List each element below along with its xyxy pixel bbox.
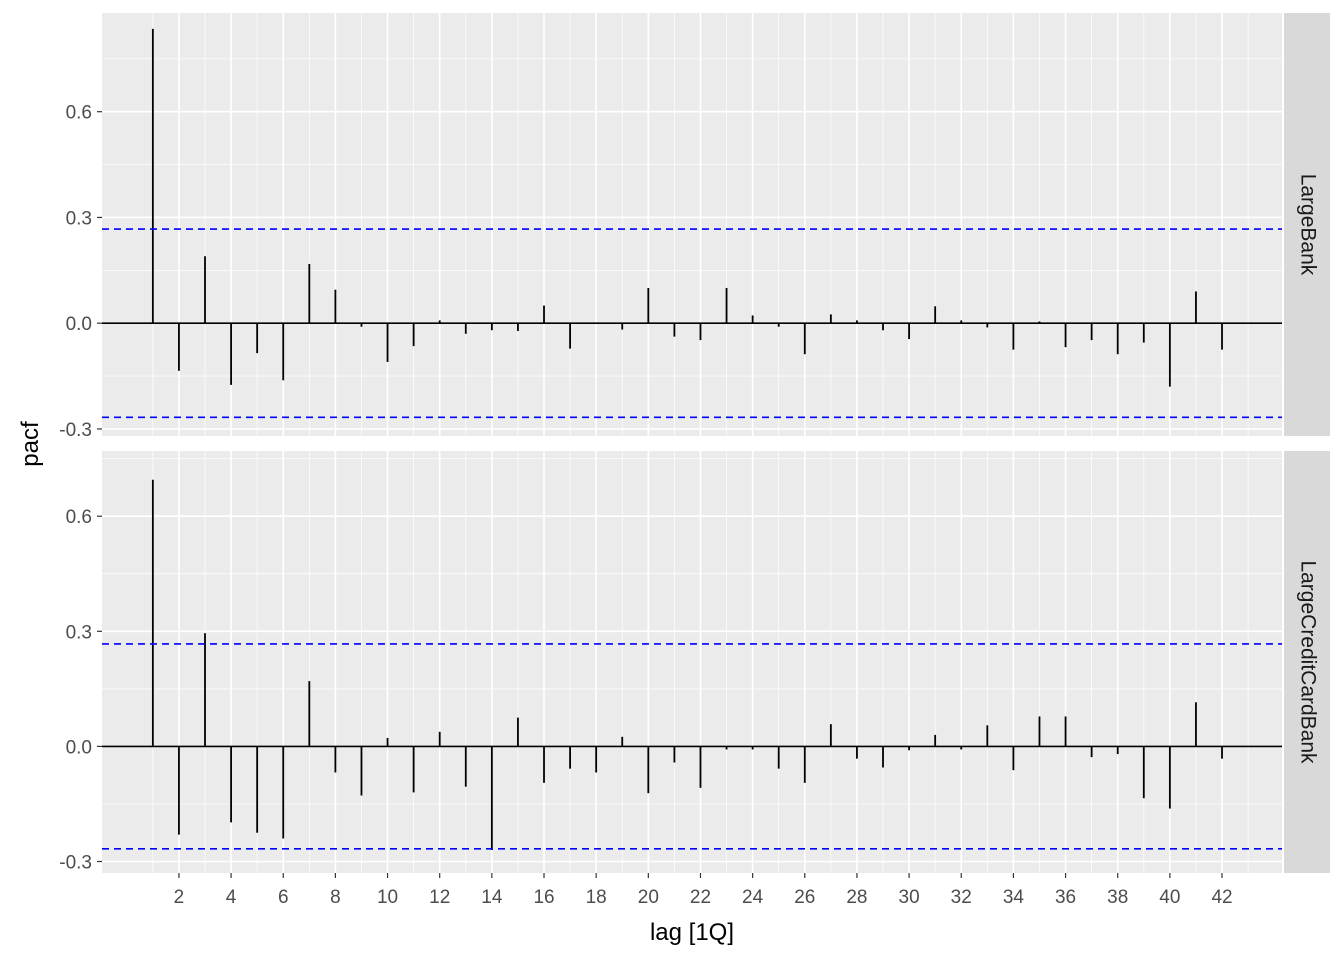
x-tick-label: 26 [794,887,815,908]
panel-2: -0.3 0.0 0.3 0.6 LargeCreditCardBank [59,451,1330,873]
x-tick-label: 42 [1211,887,1232,908]
x-tick-label: 40 [1159,887,1180,908]
x-tick-label: 32 [951,887,972,908]
facet-strip-label: LargeBank [1296,174,1319,276]
facet-strip [1284,13,1330,436]
panel-1: -0.3 0.0 0.3 0.6 LargeBank [59,13,1330,441]
x-tick-label: 4 [226,887,237,908]
y-axis-title: pacf [17,421,44,467]
y-tick-label: -0.3 [59,420,92,441]
x-tick-label: 18 [586,887,607,908]
y-tick-label: 0.6 [66,103,92,124]
x-tick-label: 20 [638,887,659,908]
y-tick-label: 0.0 [66,314,92,335]
x-tick-label: 22 [690,887,711,908]
x-tick-label: 36 [1055,887,1076,908]
x-axis-title: lag [1Q] [650,919,734,946]
panels-layer: -0.3 0.0 0.3 0.6 LargeBank -0.3 0.0 0.3 0.6 Large… [59,13,1330,873]
y-tick-label: 0.6 [66,507,92,528]
y-tick-label: 0.0 [66,737,92,758]
y-tick-label: 0.3 [66,622,92,643]
x-tick-label: 12 [429,887,450,908]
panel-background [102,13,1282,436]
x-tick-label: 8 [330,887,341,908]
x-tick-label: 14 [481,887,503,908]
panel-background [102,451,1282,873]
x-tick-label: 30 [899,887,920,908]
x-tick-label: 34 [1003,887,1025,908]
x-tick-label: 6 [278,887,289,908]
y-tick-label: 0.3 [66,208,92,229]
x-axis: 2 4 6 8 10 12 14 16 18 20 22 24 26 28 30 32 34 36 38 40 42 [174,873,1233,908]
x-tick-label: 10 [377,887,398,908]
facet-strip [1284,451,1330,873]
facet-strip-label: LargeCreditCardBank [1296,560,1319,764]
x-tick-label: 16 [533,887,554,908]
y-tick-label: -0.3 [59,852,92,873]
x-tick-label: 28 [846,887,867,908]
x-tick-label: 2 [174,887,185,908]
x-tick-label: 24 [742,887,764,908]
x-tick-label: 38 [1107,887,1128,908]
